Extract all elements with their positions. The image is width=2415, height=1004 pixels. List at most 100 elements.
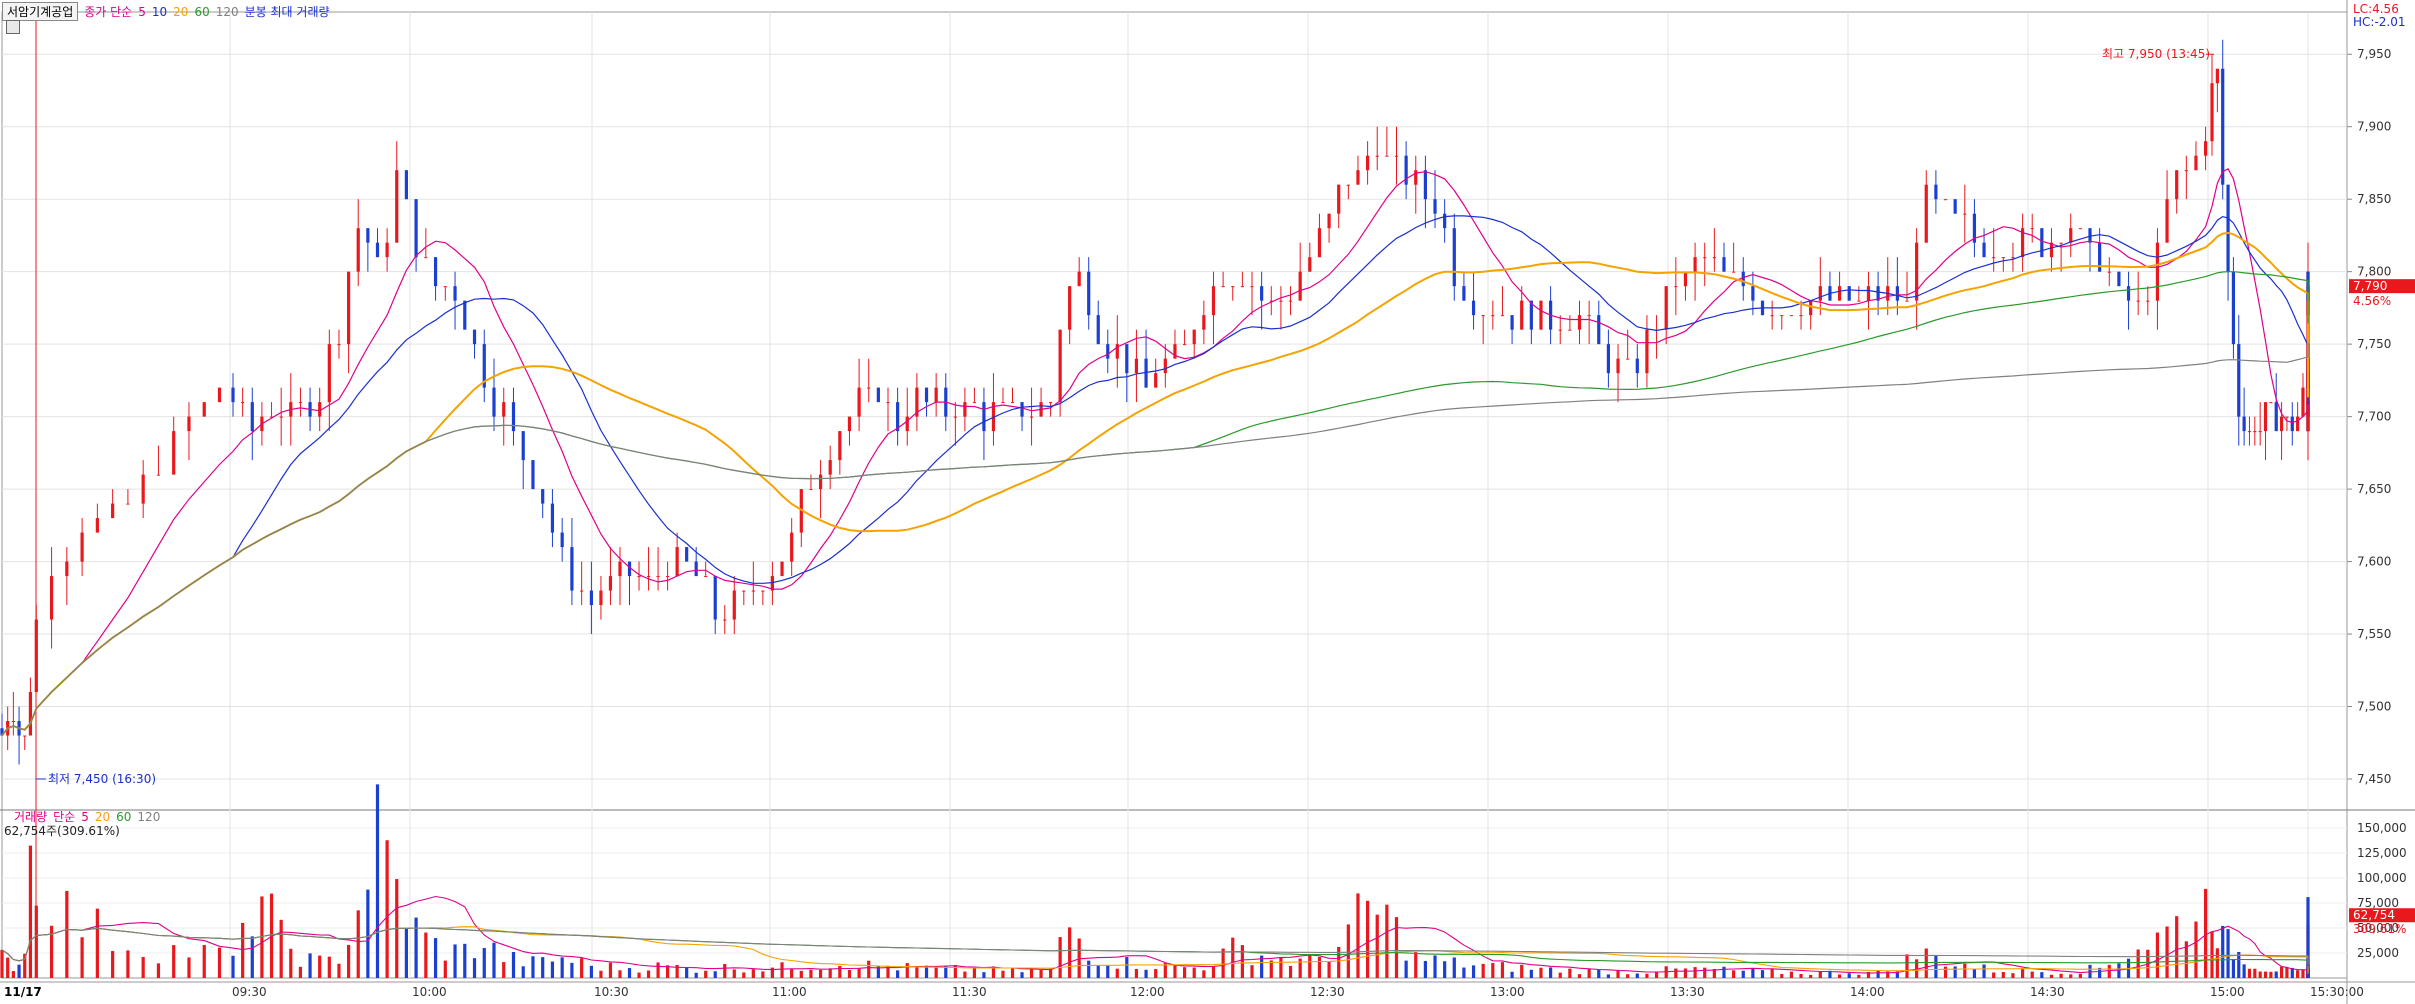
volume-bar [1741,970,1745,978]
volume-bar [1279,957,1283,978]
candle-body [905,416,909,432]
candle-body [424,257,428,259]
candle-body [217,387,222,403]
volume-bar [1182,967,1187,978]
candle-body [49,576,54,620]
volume-bar [1202,970,1206,978]
candle-body [2285,416,2289,418]
volume-bar [1481,963,1485,978]
volume-bar [570,962,574,978]
candle-body [1163,358,1167,374]
chart-settings-button[interactable] [6,20,20,34]
candle-body [1491,315,1495,317]
candle-body [1799,315,1803,317]
volume-bar [2030,971,2034,978]
candle-body [1818,286,1822,301]
volume-bar [453,944,457,978]
current-price-label: 7,790 [2353,279,2387,293]
volume-bar [250,936,254,978]
candle-body [1115,344,1119,359]
volume-bar [2279,966,2284,978]
volume-tick-label: 75,000 [2357,896,2399,910]
volume-bar [1895,971,1899,978]
candle-body [1221,286,1225,288]
volume-bar [1144,969,1148,978]
volume-bar [308,953,312,978]
time-tick-label: 13:30 [1670,985,1705,999]
volume-bar [1049,968,1053,978]
candle-body [2088,228,2092,243]
volume-bar [1452,957,1456,978]
volume-bar [618,970,622,978]
candle-body [250,402,254,432]
volume-bar [2194,921,2198,978]
candle-body [156,474,161,476]
volume-bar [298,966,303,978]
candle-body [1001,402,1005,404]
instrument-name[interactable]: 서암기계공업 [2,2,79,21]
price-tick-label: 7,500 [2357,700,2391,714]
price-tick-label: 7,750 [2357,337,2391,351]
candle-body [1963,213,1967,215]
volume-bar [685,967,689,978]
volume-bar [1288,965,1293,978]
candle-body [886,402,890,404]
candle-body [2011,257,2015,259]
volume-bar [23,953,27,978]
candle-body [1077,271,1081,287]
candle-body [2117,271,2121,287]
volume-bar [1780,973,1784,978]
candle-body [1404,155,1408,185]
candle-body [1732,271,1736,273]
volume-bar [172,945,176,978]
candle-body [646,576,651,578]
volume-bar [2301,969,2305,978]
volume-bar [627,968,632,978]
candle-body [704,576,708,578]
volume-bar [49,925,54,978]
volume-bar [790,969,794,978]
volume-bar [924,965,929,978]
candle-body [1982,242,1986,258]
candle-body [0,728,4,736]
candle-body [1452,228,1456,287]
volume-bar [2210,931,2214,978]
volume-bar [1163,962,1167,978]
volume-bar [231,955,235,978]
candle-body [1539,300,1543,330]
volume-bar [1606,974,1611,978]
candle-body [2040,228,2044,258]
volume-bar [857,968,861,978]
candle-body [742,590,746,592]
candle-body [2126,286,2131,301]
volume-bar [217,947,222,978]
volume-panel [1,809,2348,979]
candle-body [1770,315,1774,317]
volume-bar [599,970,603,978]
volume-bar [886,966,890,978]
volume-info: 62,754주(309.61%) [4,822,120,839]
candle-body [1106,344,1110,359]
candle-body [1664,286,1668,330]
volume-bar [1250,965,1254,978]
time-tick-label: 09:30 [232,985,267,999]
candle-body [809,489,813,491]
date-label: 11/17 [4,985,42,999]
volume-ma-5 [1,895,2309,975]
volume-bar [279,919,283,978]
volume-bar [2269,971,2273,978]
candle-body [2155,242,2160,301]
volume-bar [2247,968,2252,978]
volume-bar [1423,960,1427,978]
candle-body [560,532,564,548]
candle-body [172,431,176,475]
volume-bar [1106,965,1110,978]
candle-body [915,387,919,417]
volume-bar [1809,974,1813,978]
candle-body [2279,416,2284,432]
volume-bar [1001,970,1005,978]
volume-bar [366,889,370,978]
candle-body [1712,257,1716,259]
volume-tick-label: 150,000 [2357,821,2407,835]
